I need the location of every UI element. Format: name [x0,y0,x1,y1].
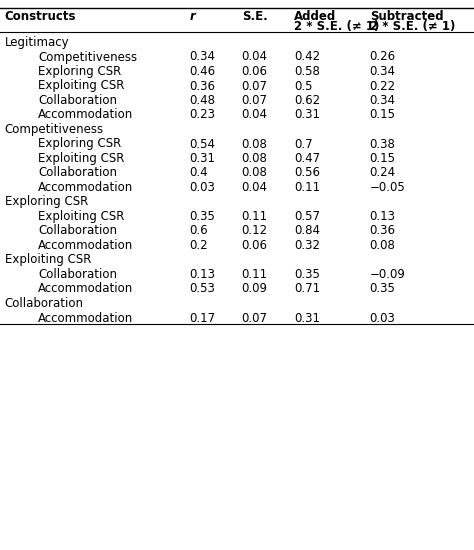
Text: 0.62: 0.62 [294,94,320,107]
Text: 0.08: 0.08 [370,239,396,252]
Text: 0.31: 0.31 [190,152,216,165]
Text: Constructs: Constructs [5,10,76,23]
Text: 0.04: 0.04 [242,51,268,63]
Text: Accommodation: Accommodation [38,311,133,324]
Text: 0.56: 0.56 [294,167,320,179]
Text: 0.32: 0.32 [294,239,320,252]
Text: 0.5: 0.5 [294,80,312,92]
Text: 0.06: 0.06 [242,65,268,78]
Text: Accommodation: Accommodation [38,283,133,295]
Text: 0.84: 0.84 [294,224,320,238]
Text: 0.23: 0.23 [190,108,216,122]
Text: 0.53: 0.53 [190,283,216,295]
Text: Collaboration: Collaboration [38,268,117,281]
Text: 0.2: 0.2 [190,239,208,252]
Text: Competitiveness: Competitiveness [38,51,137,63]
Text: Exploring CSR: Exploring CSR [38,65,121,78]
Text: Added: Added [294,10,336,23]
Text: Competitiveness: Competitiveness [5,123,104,136]
Text: 0.47: 0.47 [294,152,320,165]
Text: 0.35: 0.35 [294,268,320,281]
Text: 0.12: 0.12 [242,224,268,238]
Text: r: r [190,10,195,23]
Text: 0.58: 0.58 [294,65,320,78]
Text: 0.35: 0.35 [370,283,396,295]
Text: 0.15: 0.15 [370,152,396,165]
Text: 0.6: 0.6 [190,224,208,238]
Text: 0.08: 0.08 [242,138,268,151]
Text: Subtracted: Subtracted [370,10,443,23]
Text: 0.15: 0.15 [370,108,396,122]
Text: 0.07: 0.07 [242,311,268,324]
Text: Collaboration: Collaboration [5,297,84,310]
Text: 0.03: 0.03 [370,311,396,324]
Text: −0.09: −0.09 [370,268,406,281]
Text: 0.06: 0.06 [242,239,268,252]
Text: Collaboration: Collaboration [38,94,117,107]
Text: 0.11: 0.11 [294,181,320,194]
Text: 0.04: 0.04 [242,108,268,122]
Text: Accommodation: Accommodation [38,181,133,194]
Text: Accommodation: Accommodation [38,239,133,252]
Text: 0.08: 0.08 [242,152,268,165]
Text: 0.54: 0.54 [190,138,216,151]
Text: 0.09: 0.09 [242,283,268,295]
Text: 0.36: 0.36 [370,224,396,238]
Text: Exploiting CSR: Exploiting CSR [38,80,124,92]
Text: 0.04: 0.04 [242,181,268,194]
Text: 0.4: 0.4 [190,167,208,179]
Text: 0.7: 0.7 [294,138,312,151]
Text: 2 * S.E. (≠ 1): 2 * S.E. (≠ 1) [294,20,379,33]
Text: 0.22: 0.22 [370,80,396,92]
Text: 0.34: 0.34 [370,94,396,107]
Text: 0.07: 0.07 [242,94,268,107]
Text: 0.71: 0.71 [294,283,320,295]
Text: 0.08: 0.08 [242,167,268,179]
Text: 0.17: 0.17 [190,311,216,324]
Text: 0.31: 0.31 [294,311,320,324]
Text: 0.38: 0.38 [370,138,396,151]
Text: Accommodation: Accommodation [38,108,133,122]
Text: Collaboration: Collaboration [38,167,117,179]
Text: 2 * S.E. (≠ 1): 2 * S.E. (≠ 1) [370,20,455,33]
Text: 0.26: 0.26 [370,51,396,63]
Text: 0.34: 0.34 [370,65,396,78]
Text: Exploiting CSR: Exploiting CSR [5,254,91,267]
Text: 0.57: 0.57 [294,210,320,223]
Text: 0.13: 0.13 [190,268,216,281]
Text: 0.35: 0.35 [190,210,216,223]
Text: 0.11: 0.11 [242,268,268,281]
Text: 0.07: 0.07 [242,80,268,92]
Text: 0.46: 0.46 [190,65,216,78]
Text: S.E.: S.E. [242,10,267,23]
Text: 0.36: 0.36 [190,80,216,92]
Text: Exploring CSR: Exploring CSR [5,195,88,208]
Text: Collaboration: Collaboration [38,224,117,238]
Text: Exploiting CSR: Exploiting CSR [38,152,124,165]
Text: 0.03: 0.03 [190,181,216,194]
Text: Exploring CSR: Exploring CSR [38,138,121,151]
Text: 0.13: 0.13 [370,210,396,223]
Text: 0.48: 0.48 [190,94,216,107]
Text: −0.05: −0.05 [370,181,405,194]
Text: Exploiting CSR: Exploiting CSR [38,210,124,223]
Text: 0.24: 0.24 [370,167,396,179]
Text: 0.42: 0.42 [294,51,320,63]
Text: 0.31: 0.31 [294,108,320,122]
Text: Legitimacy: Legitimacy [5,36,69,49]
Text: 0.34: 0.34 [190,51,216,63]
Text: 0.11: 0.11 [242,210,268,223]
